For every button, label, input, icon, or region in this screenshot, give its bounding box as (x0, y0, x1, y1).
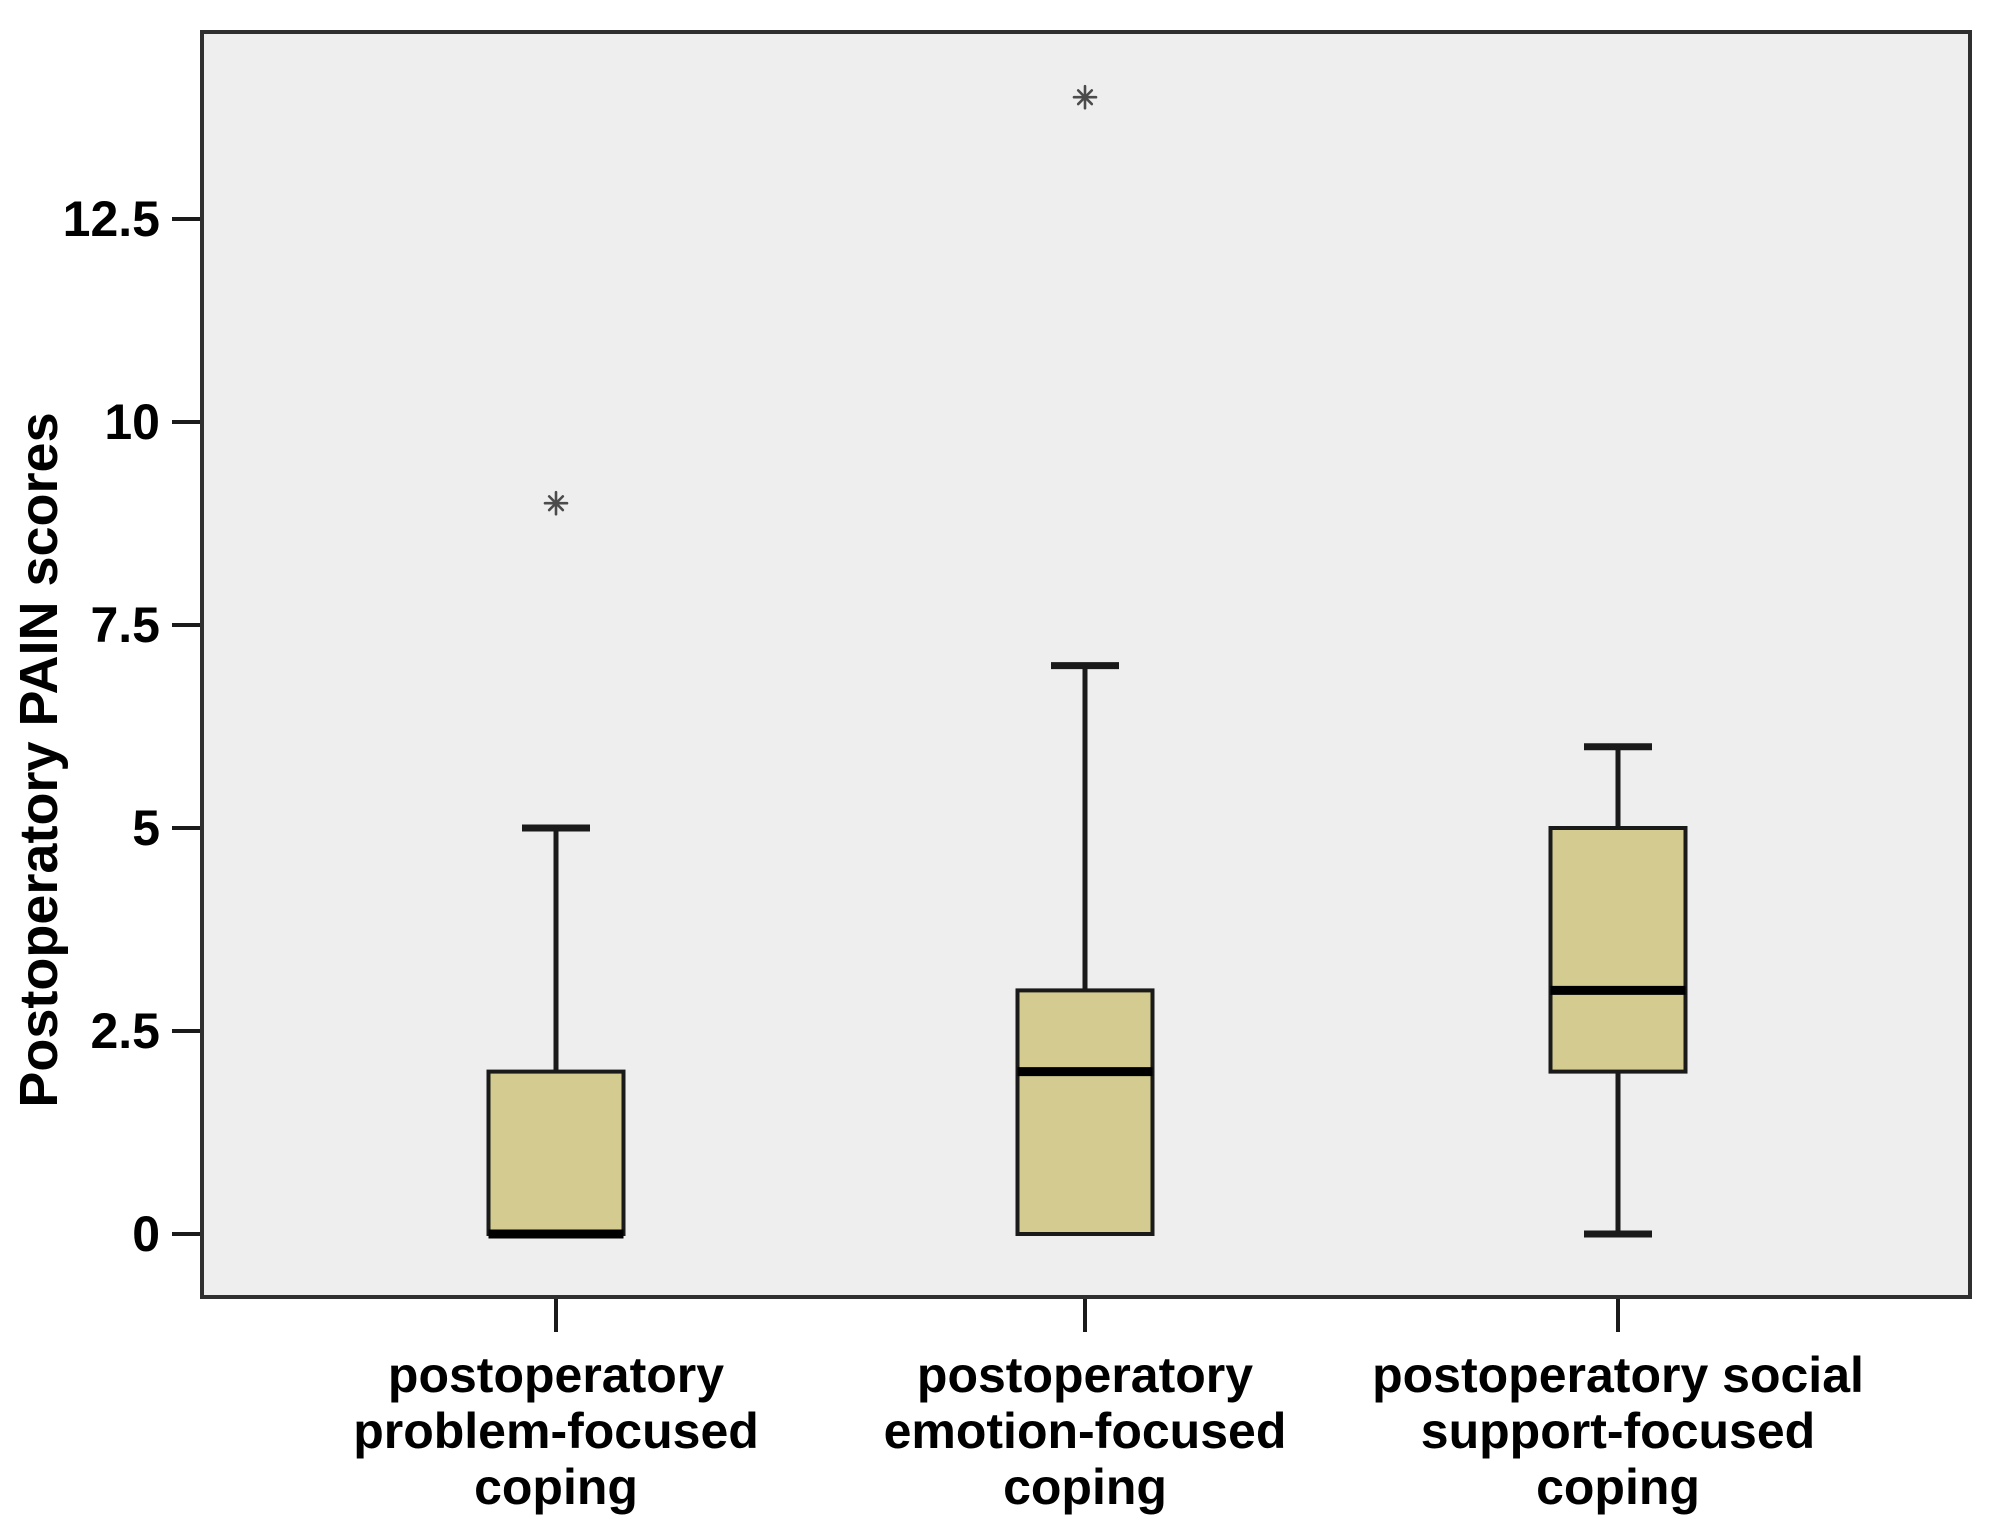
plot-frame (200, 30, 1972, 1299)
y-tick-label: 0 (132, 1206, 160, 1262)
y-tick-label: 5 (132, 800, 160, 856)
x-category-label: postoperatory emotion-focused coping (884, 1347, 1287, 1515)
y-tick-label: 10 (104, 394, 160, 450)
iqr-box (1015, 988, 1155, 1237)
y-tick-label: 12.5 (63, 191, 160, 247)
box-series (486, 84, 1688, 1239)
box-group (1015, 84, 1155, 1237)
outlier-star-icon (1072, 84, 1098, 110)
y-axis-ticks: 0 2.5 5 7.5 10 12.5 (63, 191, 202, 1262)
box-group (486, 490, 626, 1239)
iqr-box (486, 1069, 626, 1236)
outlier-star-arm (1076, 89, 1094, 106)
outlier-star-arm (547, 495, 565, 512)
box-group (1548, 743, 1688, 1238)
x-category-label: postoperatory problem-focused coping (353, 1347, 759, 1515)
y-tick-label: 7.5 (90, 597, 160, 653)
x-axis-labels: postoperatory problem-focused coping postop… (353, 1297, 1864, 1515)
outlier-star-icon (543, 490, 569, 516)
iqr-box (1548, 826, 1688, 1074)
y-axis-title: Postoperatory PAIN scores (9, 412, 69, 1107)
y-tick-label: 2.5 (90, 1003, 160, 1059)
x-category-label: postoperatory social support-focused copin… (1372, 1347, 1864, 1515)
